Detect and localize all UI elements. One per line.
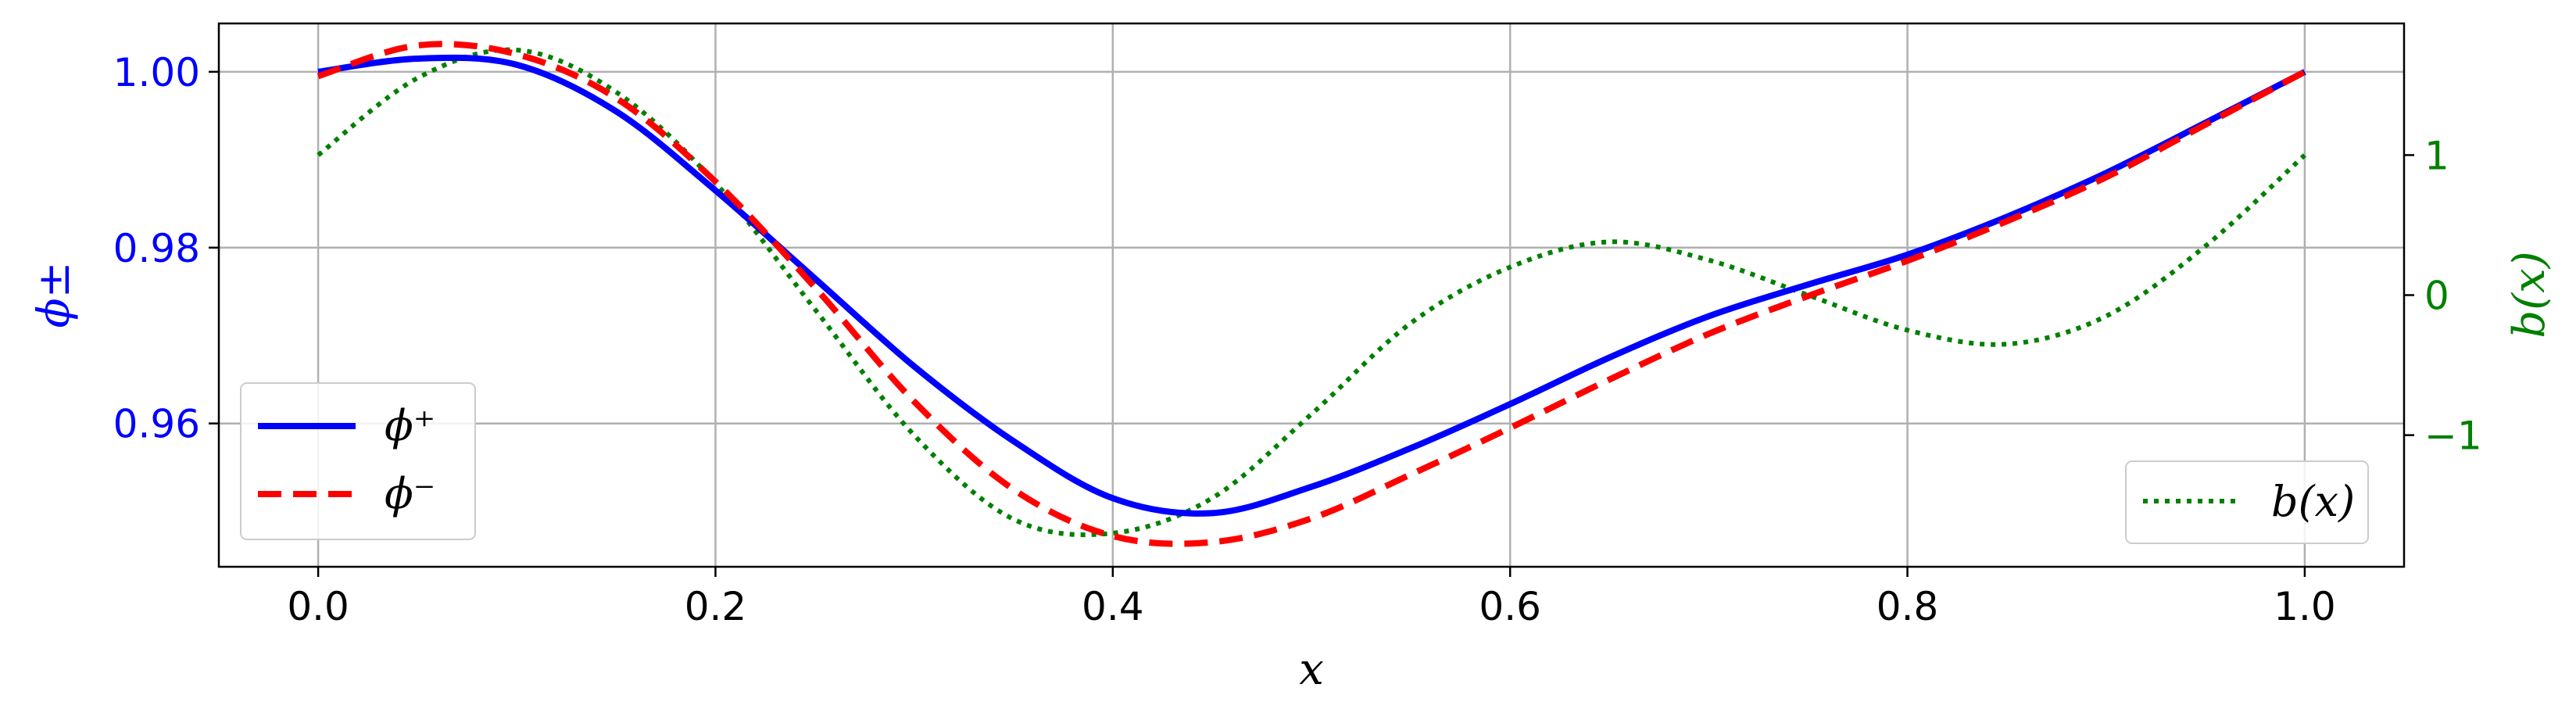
legend-b: b(x) <box>2125 460 2369 544</box>
x-axis-label: x <box>1299 644 1324 695</box>
x-tick-label: 0.0 <box>287 584 349 629</box>
grid-lines <box>219 23 2404 567</box>
phi-minus-line <box>317 41 2306 547</box>
x-tick-label: 0.2 <box>685 584 747 629</box>
phi-plus-line <box>317 54 2306 517</box>
tick-layer: 0.0 0.2 0.4 0.6 0.8 1.0 0.96 0.98 1.00 −1 0 1 <box>113 50 2482 629</box>
legend-phi: ϕ⁺ ϕ⁻ <box>240 382 476 540</box>
y-right-tick-label: 0 <box>2424 274 2449 319</box>
legend-phi-minus-label: ϕ⁻ <box>385 469 435 518</box>
y-right-tick-label: −1 <box>2424 414 2482 459</box>
x-tick-label: 0.4 <box>1082 584 1144 629</box>
x-tick-label: 1.0 <box>2274 584 2336 629</box>
y-left-tick-label: 0.96 <box>113 402 200 447</box>
y-left-axis-label: ϕ± <box>29 261 80 328</box>
y-left-tick-label: 1.00 <box>113 50 200 95</box>
x-tick-label: 0.8 <box>1877 584 1939 629</box>
legend-b-frame <box>2125 460 2369 544</box>
legend-b-label: b(x) <box>2271 477 2355 526</box>
y-left-tick-label: 0.98 <box>113 226 200 271</box>
b-line <box>317 47 2306 538</box>
legend-phi-plus-label: ϕ⁺ <box>385 401 435 450</box>
y-right-axis-label: b(x) <box>2504 251 2555 338</box>
series-layer <box>317 41 2306 547</box>
legend-phi-frame <box>240 382 476 540</box>
y-right-tick-label: 1 <box>2424 133 2449 178</box>
x-tick-label: 0.6 <box>1479 584 1541 629</box>
